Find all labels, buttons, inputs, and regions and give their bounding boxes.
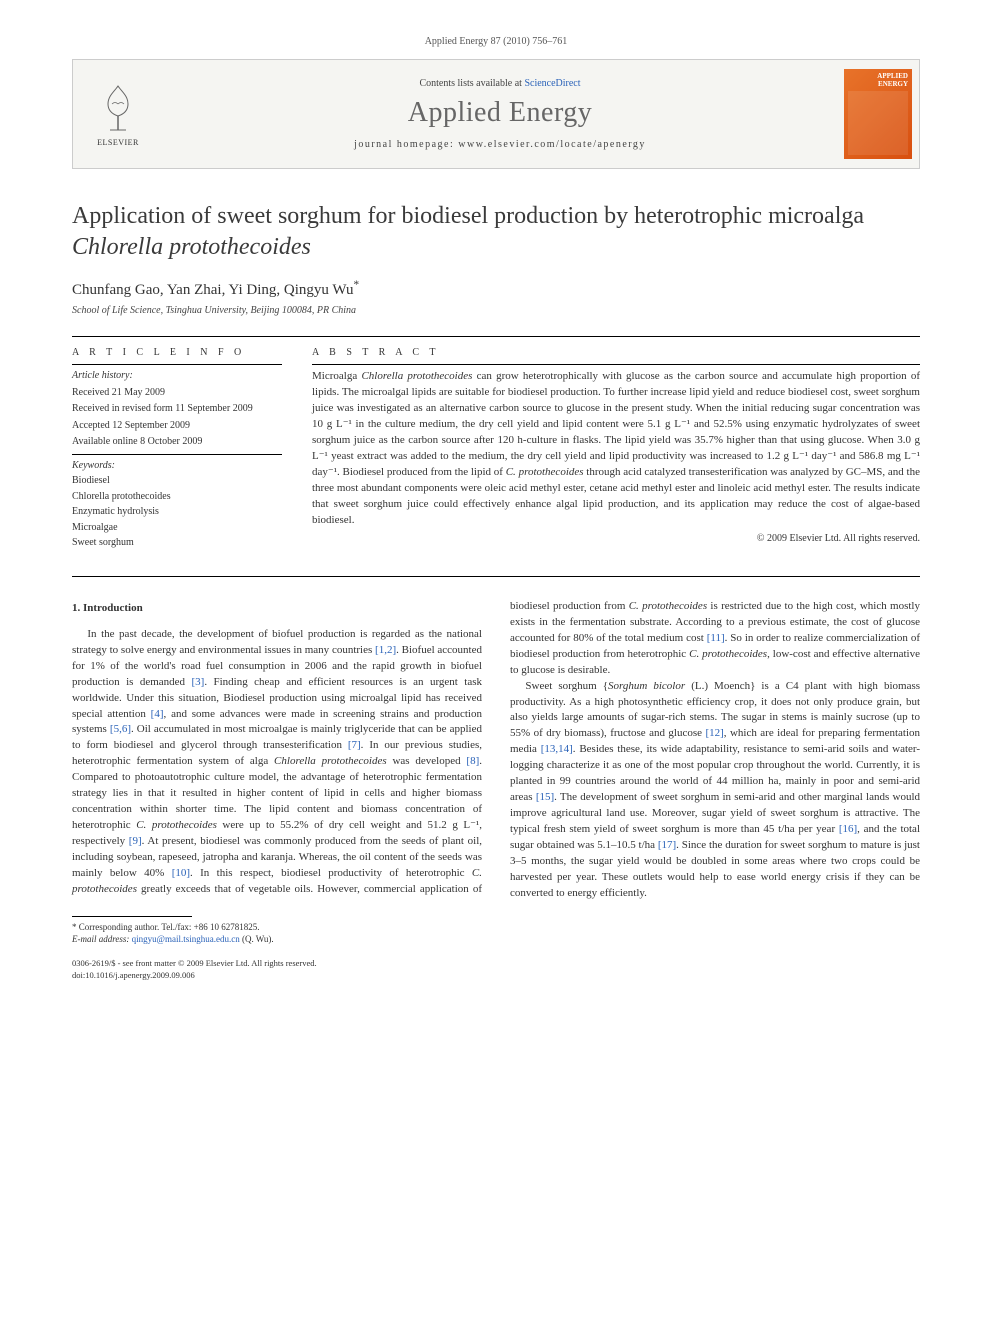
keyword: Enzymatic hydrolysis bbox=[72, 505, 282, 520]
journal-cover-thumbnail: APPLIED ENERGY bbox=[844, 69, 912, 159]
rule-top bbox=[72, 336, 920, 337]
keywords-label: Keywords: bbox=[72, 459, 282, 474]
rule-bottom bbox=[72, 576, 920, 577]
article-info-label: A R T I C L E I N F O bbox=[72, 347, 282, 358]
keyword: Sweet sorghum bbox=[72, 536, 282, 551]
homepage-url: www.elsevier.com/locate/apenergy bbox=[458, 139, 646, 150]
ref-link[interactable]: [3] bbox=[191, 676, 204, 688]
sciencedirect-link[interactable]: ScienceDirect bbox=[524, 78, 580, 89]
received-date: Received 21 May 2009 bbox=[72, 386, 282, 401]
bottom-matter: 0306-2619/$ - see front matter © 2009 El… bbox=[72, 958, 920, 982]
ref-link[interactable]: [16] bbox=[839, 823, 857, 835]
ref-link[interactable]: [4] bbox=[151, 708, 164, 720]
title-species: Chlorella protothecoides bbox=[72, 234, 311, 260]
cover-label-2: ENERGY bbox=[848, 81, 908, 89]
body-columns: 1. Introduction In the past decade, the … bbox=[72, 599, 920, 902]
rule-kw bbox=[72, 454, 282, 455]
corr-email-link[interactable]: qingyu@mail.tsinghua.edu.cn bbox=[132, 934, 240, 944]
issn-line: 0306-2619/$ - see front matter © 2009 El… bbox=[72, 958, 920, 970]
contents-prefix: Contents lists available at bbox=[419, 78, 524, 89]
journal-banner: ELSEVIER Contents lists available at Sci… bbox=[72, 59, 920, 169]
affiliation: School of Life Science, Tsinghua Univers… bbox=[72, 305, 920, 316]
homepage-prefix: journal homepage: bbox=[354, 139, 458, 150]
ref-link[interactable]: [5,6] bbox=[110, 723, 131, 735]
corr-author-line: * Corresponding author. Tel./fax: +86 10… bbox=[72, 921, 920, 934]
ref-link[interactable]: [13,14] bbox=[541, 743, 573, 755]
ref-link[interactable]: [15] bbox=[536, 791, 554, 803]
accepted-date: Accepted 12 September 2009 bbox=[72, 419, 282, 434]
keyword: Microalgae bbox=[72, 521, 282, 536]
ref-link[interactable]: [1,2] bbox=[375, 644, 396, 656]
ref-link[interactable]: [11] bbox=[707, 632, 725, 644]
revised-date: Received in revised form 11 September 20… bbox=[72, 402, 282, 417]
corr-email-line: E-mail address: qingyu@mail.tsinghua.edu… bbox=[72, 933, 920, 946]
publisher-logo-block: ELSEVIER bbox=[73, 60, 163, 168]
elsevier-label: ELSEVIER bbox=[97, 138, 139, 147]
journal-name: Applied Energy bbox=[408, 97, 593, 129]
article-title: Application of sweet sorghum for biodies… bbox=[72, 201, 920, 263]
article-info-column: A R T I C L E I N F O Article history: R… bbox=[72, 341, 282, 552]
ref-link[interactable]: [9] bbox=[129, 835, 142, 847]
abstract-column: A B S T R A C T Microalga Chlorella prot… bbox=[312, 341, 920, 552]
abstract-copyright: © 2009 Elsevier Ltd. All rights reserved… bbox=[312, 533, 920, 544]
ref-link[interactable]: [17] bbox=[658, 839, 676, 851]
corresponding-author-footer: * Corresponding author. Tel./fax: +86 10… bbox=[72, 916, 920, 946]
ref-link[interactable]: [7] bbox=[348, 739, 361, 751]
elsevier-tree-icon bbox=[94, 82, 142, 136]
doi-line: doi:10.1016/j.apenergy.2009.09.006 bbox=[72, 970, 920, 982]
authors: Chunfang Gao, Yan Zhai, Yi Ding, Qingyu … bbox=[72, 279, 920, 299]
keyword: Biodiesel bbox=[72, 474, 282, 489]
title-part-a: Application of sweet sorghum for biodies… bbox=[72, 203, 864, 229]
rule-info bbox=[72, 364, 282, 365]
contents-available-line: Contents lists available at ScienceDirec… bbox=[419, 78, 580, 89]
page-citation: Applied Energy 87 (2010) 756–761 bbox=[72, 36, 920, 47]
abstract-text: Microalga Chlorella protothecoides can g… bbox=[312, 369, 920, 528]
abstract-label: A B S T R A C T bbox=[312, 347, 920, 358]
homepage-line: journal homepage: www.elsevier.com/locat… bbox=[354, 139, 646, 150]
banner-center: Contents lists available at ScienceDirec… bbox=[163, 60, 837, 168]
ref-link[interactable]: [8] bbox=[466, 755, 479, 767]
ref-link[interactable]: [10] bbox=[172, 867, 190, 879]
corr-asterisk: * bbox=[353, 279, 359, 291]
history-label: Article history: bbox=[72, 369, 282, 384]
intro-paragraph-2: Sweet sorghum {Sorghum bicolor (L.) Moen… bbox=[510, 679, 920, 902]
keyword: Chlorella protothecoides bbox=[72, 490, 282, 505]
banner-right: APPLIED ENERGY bbox=[837, 60, 919, 168]
rule-abs bbox=[312, 364, 920, 365]
ref-link[interactable]: [12] bbox=[705, 727, 723, 739]
online-date: Available online 8 October 2009 bbox=[72, 435, 282, 450]
section-heading-intro: 1. Introduction bbox=[72, 601, 482, 617]
cover-body bbox=[848, 91, 908, 155]
